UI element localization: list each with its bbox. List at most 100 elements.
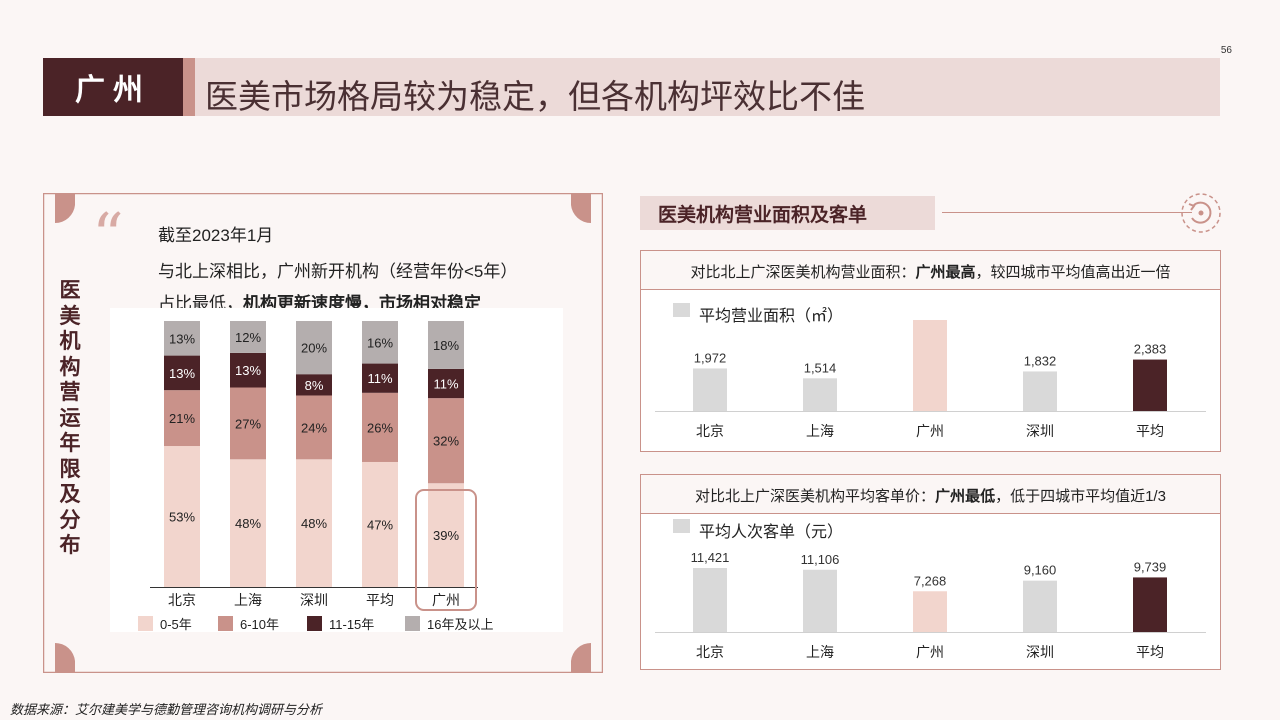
data-label: 39% [433,528,459,543]
data-label: 48% [235,516,261,531]
section-title-bar [640,196,935,230]
data-label: 26% [367,420,393,435]
data-label: 27% [235,416,261,431]
bar-segment [164,390,200,447]
data-label: 47% [367,517,393,532]
data-label: 11% [367,371,392,386]
area-title-a: 对比北上广深医美机构营业面积： [690,264,916,281]
legend-swatch [138,616,153,631]
bar [913,320,947,411]
price-title-a: 对比北上广深医美机构平均客单价： [695,488,936,505]
bar-segment [164,355,200,391]
bar-segment [428,368,464,399]
category-label: 平均 [1136,423,1164,439]
section-divider [942,212,1192,213]
category-label: 上海 [806,423,834,439]
quote-date: 截至2023年1月 [158,226,274,245]
legend-label: 16年及以上 [427,617,493,632]
vertical-section-title: 医美机构营运年限及分布 [59,279,81,557]
value-label: 9,739 [1134,559,1167,574]
bar [913,591,947,632]
data-source: 数据来源：艾尔建美学与德勤管理咨询机构调研与分析 [10,702,323,717]
value-label: 1,832 [1024,353,1057,368]
value-label: 7,268 [914,573,947,588]
category-label: 深圳 [1026,644,1054,660]
bar [1133,577,1167,632]
page-number: 56 [1220,45,1232,56]
value-label: 2,383 [1134,342,1167,357]
category-label: 上海 [806,644,834,660]
category-label: 上海 [234,592,262,608]
data-label: 18% [433,338,459,353]
value-label: 11,421 [691,550,730,565]
data-label: 21% [169,411,195,426]
price-panel-title: 对比北上广深医美机构平均客单价：广州最低，低于四城市平均值近1/3 [641,485,1220,506]
category-label: 平均 [366,592,394,608]
page-title: 医美市场格局较为稳定，但各机构坪效比不佳 [205,78,865,115]
quote-icon: “ [92,199,124,272]
bar [1023,371,1057,411]
title-bar [43,58,1220,116]
bar-segment [428,398,464,484]
legend-swatch [218,616,233,631]
data-label: 12% [235,330,261,345]
price-legend-swatch [673,519,690,533]
bar [1023,580,1057,632]
bar [1133,359,1167,411]
data-label: 13% [235,363,261,378]
bar [693,368,727,411]
highlight-box [415,489,477,611]
value-label: 1,514 [804,360,837,375]
data-label: 24% [301,420,327,435]
price-panel-header [641,475,1220,514]
area-panel-title: 对比北上广深医美机构营业面积：广州最高，较四城市平均值高出近一倍 [641,261,1220,282]
legend-label: 11-15年 [329,617,374,632]
bar [693,568,727,632]
legend-label: 6-10年 [240,617,279,632]
data-label: 32% [433,434,459,449]
bar-segment [230,352,266,388]
bar-segment [230,387,266,460]
bar-segment [230,321,266,353]
value-label: 11,106 [801,552,840,567]
category-label: 平均 [1136,644,1164,660]
category-label: 广州 [916,644,944,660]
legend-swatch [307,616,322,631]
data-label: 53% [169,510,195,525]
legend-label: 0-5年 [160,617,192,632]
bar-segment [428,321,464,369]
price-title-c: ，低于四城市平均值近1/3 [995,488,1166,505]
category-label: 广州 [432,592,460,608]
value-label: 9,160 [1024,563,1057,578]
operating-years-stacked-chart: 53% 21% 13% 13% 北京 48% 27% 13% 12% 上海 48% 24% 8% 20% 深… [138,321,493,632]
data-label: 48% [301,516,327,531]
data-label: 16% [367,335,393,350]
area-panel-header [641,251,1220,290]
quote-text-1: 与北上深相比，广州新开机构（经营年份<5年） [158,262,518,281]
price-bar-chart: 11,421 北京 11,106 上海 7,268 广州 9,160 深圳 9,739 平均 [655,550,1206,660]
bar-segment [296,459,332,587]
bar-segment [362,363,398,393]
area-title-highlight: 广州最高 [915,264,976,281]
area-legend-label: 平均营业面积（㎡） [699,308,844,325]
bar-segment [362,321,398,364]
category-label: 北京 [168,592,196,608]
section-title: 医美机构营业面积及客单 [658,205,868,226]
data-label: 13% [169,331,195,346]
price-legend-label: 平均人次客单（元） [699,524,844,541]
bar-segment [362,392,398,462]
category-label: 广州 [916,423,944,439]
category-label: 北京 [696,423,724,439]
legend-swatch [405,616,420,631]
bar-segment [296,321,332,375]
bar [803,569,837,632]
bar-segment [362,461,398,587]
area-legend-swatch [673,303,690,317]
data-label: 13% [169,366,195,381]
data-label: 8% [305,378,324,393]
value-label: 1,972 [694,350,727,365]
bar [803,378,837,411]
bar-segment [296,395,332,460]
bar-segment [164,446,200,587]
